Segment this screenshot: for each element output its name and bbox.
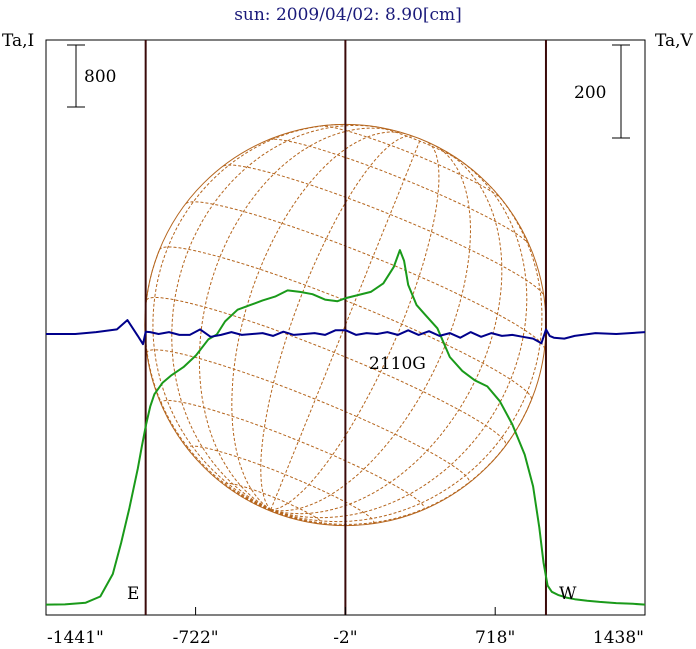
longitude-line — [270, 160, 528, 519]
longitude-line — [260, 135, 413, 511]
latitude-line — [146, 349, 470, 484]
x-tick-label: -2" — [333, 628, 357, 648]
longitude-line — [270, 145, 472, 512]
latitude-line — [160, 400, 425, 511]
west-limb-label: W — [559, 584, 577, 604]
limb-lines — [144, 40, 547, 615]
active-region-label: 2110G — [369, 354, 426, 374]
left-axis-label: Ta,I — [2, 31, 34, 51]
longitude-line — [270, 142, 440, 511]
data-series — [45, 249, 646, 606]
latitude-line — [187, 445, 375, 525]
longitude-line — [270, 139, 421, 510]
latitude-line — [319, 125, 503, 200]
east-limb-label: E — [127, 584, 139, 604]
x-axis-ticks: -1441" -722" -2" 718" 1438" — [45, 607, 646, 648]
longitude-line — [171, 124, 377, 511]
right-axis-label: Ta,V — [655, 31, 694, 51]
latitude-line — [223, 164, 545, 296]
chart-title: sun: 2009/04/02: 8.90[cm] — [234, 5, 462, 25]
longitude-line — [270, 183, 543, 523]
solar-disk — [144, 123, 547, 527]
latitude-line — [146, 297, 507, 446]
longitude-line — [270, 509, 306, 522]
polarization-series-line — [46, 319, 646, 346]
x-tick-label: -722" — [173, 628, 219, 648]
intensity-scale-bar: 800 — [67, 44, 116, 108]
polarization-scale-value: 200 — [574, 83, 606, 103]
longitude-line — [270, 509, 276, 514]
polarization-scale-bar: 200 — [574, 44, 630, 139]
intensity-series-line — [45, 249, 646, 606]
x-tick-label: -1441" — [47, 628, 104, 648]
longitude-line — [152, 124, 342, 511]
x-tick-label: 718" — [475, 628, 515, 648]
x-tick-label: 1438" — [593, 628, 644, 648]
longitude-line — [270, 399, 532, 525]
longitude-line — [270, 509, 292, 519]
latitude-line — [158, 246, 533, 401]
intensity-scale-value: 800 — [84, 67, 116, 87]
